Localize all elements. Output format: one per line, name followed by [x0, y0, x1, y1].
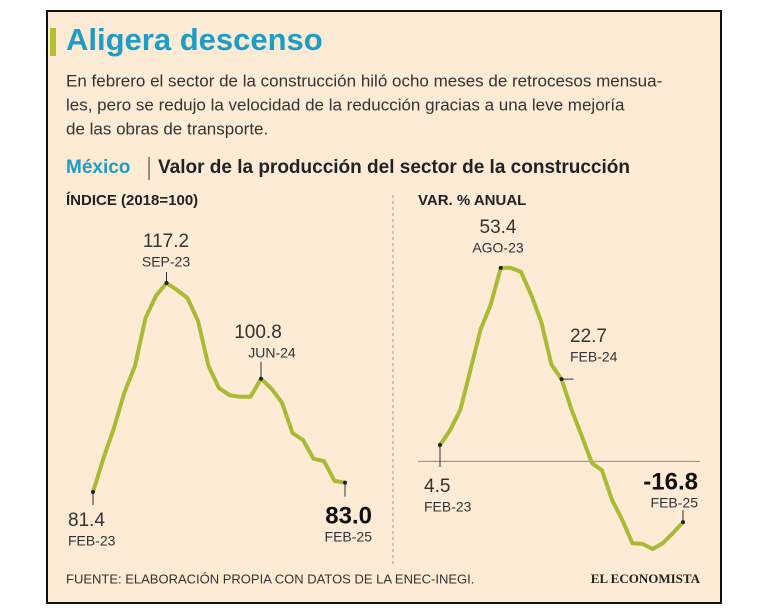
point-marker	[164, 280, 169, 285]
date-label: FEB-23	[424, 499, 472, 515]
description-line: En febrero el sector de la construcción …	[66, 71, 662, 90]
point-marker	[498, 265, 503, 270]
frame	[46, 10, 722, 604]
y-axis-label: ÍNDICE (2018=100)	[66, 192, 198, 209]
value-label: 100.8	[234, 322, 282, 343]
date-label: FEB-25	[325, 529, 373, 545]
value-label: 53.4	[480, 217, 517, 238]
value-label: 4.5	[424, 476, 450, 497]
point-marker	[681, 520, 685, 525]
date-label: FEB-25	[651, 495, 699, 511]
point-marker	[559, 377, 564, 382]
value-label: -16.8	[643, 468, 698, 495]
point-marker	[343, 480, 347, 485]
value-label: 22.7	[570, 326, 607, 347]
date-label: JUN-24	[248, 345, 296, 361]
date-label: SEP-23	[142, 254, 190, 270]
value-label: 81.4	[68, 510, 105, 531]
description-line: les, pero se redujo la velocidad de la r…	[66, 95, 625, 114]
region: México	[66, 157, 130, 178]
point-marker	[438, 443, 442, 448]
source: FUENTE: ELABORACIÓN PROPIA CON DATOS DE …	[66, 571, 474, 586]
date-label: FEB-24	[570, 349, 618, 365]
y-axis-label: VAR. % ANUAL	[418, 192, 526, 209]
value-label: 83.0	[325, 502, 372, 529]
date-label: FEB-23	[68, 533, 116, 549]
subtitle: Valor de la producción del sector de la …	[158, 157, 630, 178]
point-marker	[91, 490, 95, 495]
logo: EL ECONOMISTA	[591, 571, 701, 586]
date-label: AGO-23	[472, 240, 524, 256]
value-label: 117.2	[143, 231, 189, 252]
point-marker	[259, 376, 263, 381]
title-accent	[50, 28, 56, 56]
title: Aligera descenso	[66, 22, 323, 57]
description-line: de las obras de transporte.	[66, 119, 268, 138]
data-line	[91, 281, 347, 494]
